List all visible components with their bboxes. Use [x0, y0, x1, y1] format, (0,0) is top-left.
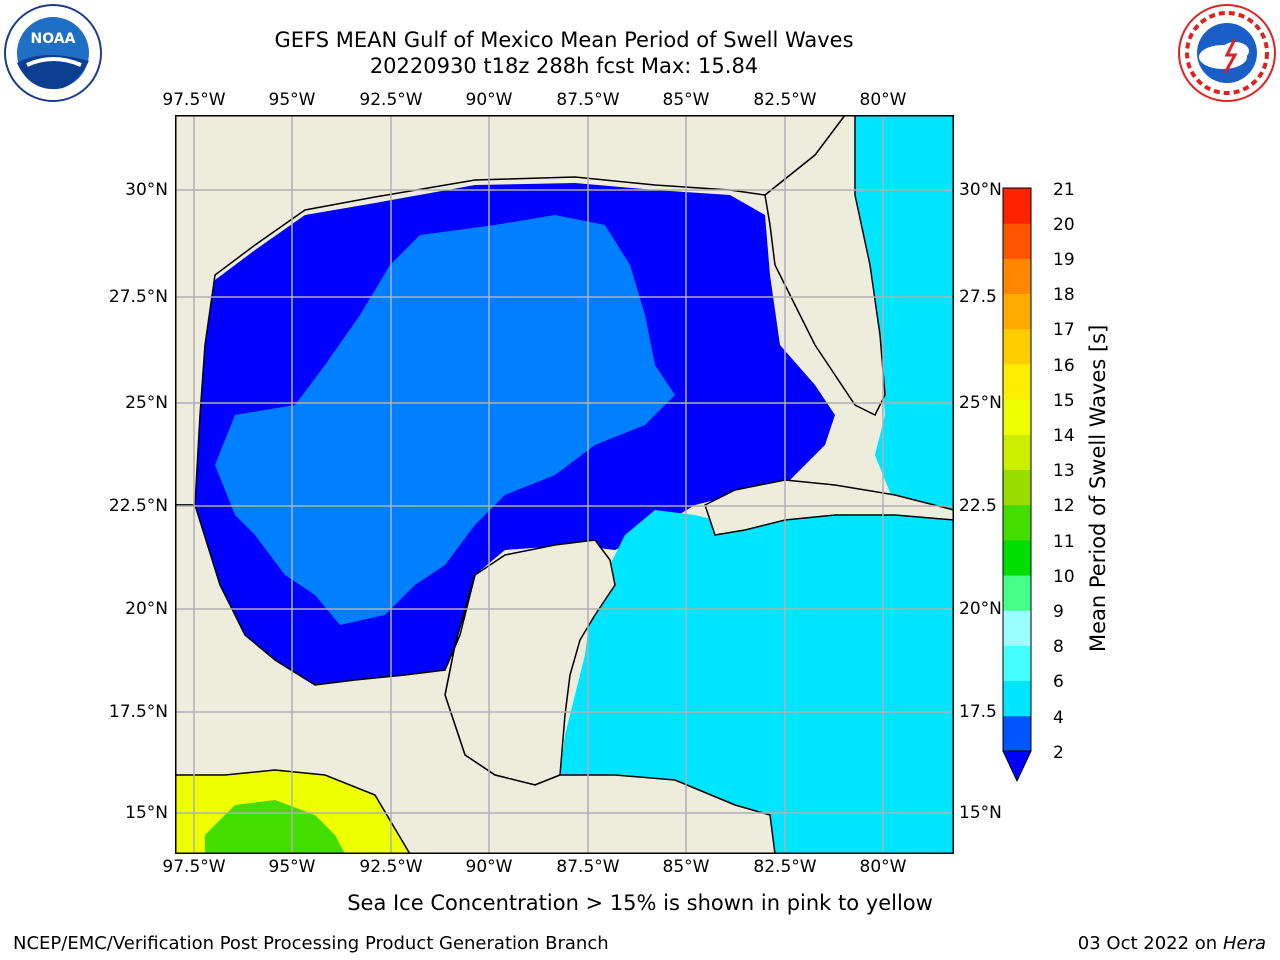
nws-logo: [1178, 4, 1276, 102]
map-title: GEFS MEAN Gulf of Mexico Mean Period of …: [274, 28, 854, 52]
colorbar-segment: [1003, 469, 1031, 506]
colorbar-segment: [1003, 645, 1031, 682]
lon-ticks-bottom: 97.5°W 95°W 92.5°W 90°W 87.5°W 85°W 82.5…: [0, 857, 1280, 879]
cbar-tick: 10: [1053, 567, 1075, 587]
cbar-tick: 6: [1053, 672, 1064, 692]
lat-tick-left: 27.5°N: [108, 287, 168, 307]
lat-tick-left: 22.5°N: [108, 496, 168, 516]
cbar-tick: 16: [1053, 356, 1075, 376]
lon-tick-top: 80°W: [859, 90, 907, 110]
noaa-logo: NOAA: [4, 4, 102, 102]
cbar-tick: 12: [1053, 496, 1075, 516]
cbar-tick: 18: [1053, 285, 1075, 305]
colorbar-segment: [1003, 363, 1031, 400]
lon-tick-top: 92.5°W: [359, 90, 423, 110]
cbar-tick: 13: [1053, 461, 1075, 481]
colorbar-label: Mean Period of Swell Waves [s]: [1086, 324, 1110, 652]
lat-tick-left: 15°N: [125, 803, 168, 823]
gulf-interior-4-6s: [215, 215, 675, 625]
colorbar-segment: [1003, 680, 1031, 717]
cbar-tick: 14: [1053, 426, 1075, 446]
colorbar-segment: [1003, 258, 1031, 295]
cbar-tick: 20: [1053, 215, 1075, 235]
cbar-tick: 8: [1053, 637, 1064, 657]
lon-tick-bottom: 97.5°W: [162, 857, 226, 877]
colorbar-segments: [1003, 188, 1031, 752]
colorbar-ticks: 21 20 19 18 17 16 15 14 13 12 11 10 9 8 …: [1053, 180, 1113, 780]
cbar-tick: 21: [1053, 180, 1075, 200]
graticule: [175, 115, 954, 854]
cbar-tick: 15: [1053, 391, 1075, 411]
lon-ticks-top: 97.5°W 95°W 92.5°W 90°W 87.5°W 85°W 82.5…: [0, 90, 1280, 112]
colorbar-segment: [1003, 715, 1031, 752]
colorbar-segment: [1003, 434, 1031, 470]
lat-tick-right: 20°N: [959, 599, 1002, 619]
cbar-tick: 19: [1053, 250, 1075, 270]
colorbar-segment: [1003, 610, 1031, 646]
map-subtitle: 20220930 t18z 288h fcst Max: 15.84: [369, 54, 759, 78]
colorbar-segment: [1003, 223, 1031, 259]
generation-date: 03 Oct 2022 on: [1077, 933, 1218, 954]
lon-tick-bottom: 85°W: [662, 857, 710, 877]
branch-credit: NCEP/EMC/Verification Post Processing Pr…: [13, 933, 609, 954]
lat-tick-left: 30°N: [125, 180, 168, 200]
lon-tick-top: 90°W: [465, 90, 513, 110]
lon-tick-bottom: 82.5°W: [753, 857, 817, 877]
lat-tick-left: 17.5°N: [108, 702, 168, 722]
colorbar: [1002, 187, 1032, 783]
lon-tick-bottom: 90°W: [465, 857, 513, 877]
lon-tick-bottom: 95°W: [268, 857, 316, 877]
lat-tick-right: 15°N: [959, 803, 1002, 823]
lat-tick-left: 20°N: [125, 599, 168, 619]
lat-tick-right: 17.5: [959, 702, 997, 722]
colorbar-segment: [1003, 575, 1031, 611]
us-gulf-coast: [175, 115, 846, 506]
lat-tick-right: 30°N: [959, 180, 1002, 200]
cbar-tick: 4: [1053, 708, 1064, 728]
generation-host: Hera: [1222, 933, 1266, 954]
lon-tick-bottom: 92.5°W: [359, 857, 423, 877]
lat-tick-right: 25°N: [959, 393, 1002, 413]
cbar-tick: 17: [1053, 320, 1075, 340]
lon-tick-bottom: 80°W: [859, 857, 907, 877]
map-panel: [175, 115, 954, 854]
colorbar-segment: [1003, 399, 1031, 435]
colorbar-segment: [1003, 293, 1031, 330]
caribbean-water: [560, 495, 954, 854]
colorbar-segment: [1003, 328, 1031, 365]
lon-tick-top: 82.5°W: [753, 90, 817, 110]
lon-tick-top: 97.5°W: [162, 90, 226, 110]
mexico-coast: [175, 504, 776, 854]
lon-tick-bottom: 87.5°W: [556, 857, 620, 877]
lon-tick-top: 95°W: [268, 90, 316, 110]
atlantic-water: [845, 115, 954, 510]
cbar-tick: 11: [1053, 532, 1075, 552]
colorbar-frame: [1002, 187, 1032, 752]
colorbar-under-arrow: [1002, 750, 1032, 783]
lat-tick-right: 27.5: [959, 287, 997, 307]
lon-tick-top: 85°W: [662, 90, 710, 110]
lon-tick-top: 87.5°W: [556, 90, 620, 110]
cbar-tick: 2: [1053, 743, 1064, 763]
lat-tick-left: 25°N: [125, 393, 168, 413]
svg-text:NOAA: NOAA: [31, 31, 76, 47]
lat-ticks-right: 30°N 27.5 25°N 22.5 20°N 17.5 15°N: [959, 0, 1019, 960]
generation-info: 03 Oct 2022 on Hera: [1078, 933, 1266, 955]
colorbar-segment: [1003, 188, 1031, 224]
lat-ticks-left: 30°N 27.5°N 25°N 22.5°N 20°N 17.5°N 15°N: [0, 0, 172, 960]
colorbar-segment: [1003, 539, 1031, 576]
map-frame: [175, 115, 954, 854]
sea-ice-note: Sea Ice Concentration > 15% is shown in …: [347, 891, 933, 915]
lat-tick-right: 22.5: [959, 496, 997, 516]
colorbar-segment: [1003, 504, 1031, 541]
cbar-tick: 9: [1053, 602, 1064, 622]
